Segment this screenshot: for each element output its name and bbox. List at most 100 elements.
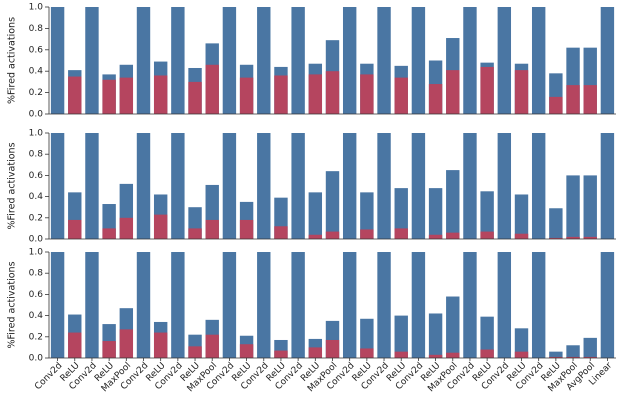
y-tick-label: 0.8 (29, 269, 44, 279)
bar (50, 7, 65, 114)
y-tick-label: 1.0 (29, 129, 44, 139)
bar (549, 208, 563, 239)
y-tick-label: 0.8 (29, 150, 44, 160)
bar (188, 81, 202, 114)
bar (394, 77, 408, 114)
bar (171, 133, 185, 239)
bar (411, 7, 426, 114)
bar (308, 192, 323, 239)
bar (360, 74, 374, 114)
bar (411, 133, 426, 239)
bar (549, 351, 563, 358)
bar (549, 96, 563, 114)
bar (153, 75, 168, 114)
bar (583, 356, 597, 358)
bar (446, 232, 460, 239)
bar (136, 133, 151, 239)
bar (531, 7, 546, 114)
y-tick-label: 0.6 (29, 45, 44, 55)
bar (446, 70, 460, 114)
bar (566, 175, 580, 239)
y-tick-label: 0.4 (29, 67, 44, 77)
bar (257, 252, 271, 358)
y-tick-label: 0.0 (29, 235, 44, 245)
y-tick-label: 1.0 (29, 248, 44, 258)
bar (497, 7, 512, 114)
bar (394, 351, 408, 358)
bar (291, 252, 305, 358)
bar (583, 175, 597, 239)
bar (188, 228, 202, 239)
y-tick-label: 0.6 (29, 290, 44, 300)
bar (394, 228, 408, 239)
bar (68, 332, 82, 358)
bar (205, 334, 219, 358)
y-tick-label: 1.0 (29, 3, 44, 13)
bar (239, 344, 254, 358)
bar (325, 171, 340, 239)
bar (325, 71, 340, 114)
bar (68, 219, 82, 239)
bar (85, 133, 99, 239)
bar (411, 252, 426, 358)
bar (153, 332, 168, 358)
y-axis-label: %Fired activations (7, 261, 18, 348)
bar (497, 252, 512, 358)
bar (274, 226, 288, 239)
y-axis-label: %Fired activations (7, 142, 18, 229)
bar (153, 214, 168, 239)
bar (257, 7, 271, 114)
y-tick-label: 0.8 (29, 24, 44, 34)
bar (222, 133, 237, 239)
bar (463, 7, 477, 114)
bar (102, 228, 116, 239)
bar (600, 133, 615, 239)
bar (600, 252, 615, 358)
bar (274, 75, 288, 114)
bar (102, 79, 116, 114)
bar (394, 188, 408, 239)
bar (428, 84, 443, 114)
bar (274, 350, 288, 358)
bar (325, 231, 340, 239)
bar (360, 318, 374, 358)
bar (463, 252, 477, 358)
bar (222, 7, 237, 114)
y-tick-label: 0.2 (29, 88, 43, 98)
y-tick-label: 0.0 (29, 110, 44, 120)
bar (239, 219, 254, 239)
bar (136, 7, 151, 114)
bar (360, 192, 374, 239)
bar (428, 234, 443, 239)
bar (188, 346, 202, 358)
bar (480, 316, 494, 358)
bar (377, 7, 391, 114)
bar (342, 133, 357, 239)
bar (342, 7, 357, 114)
y-tick-label: 0.2 (29, 213, 43, 223)
bar (446, 352, 460, 358)
bar (446, 296, 460, 358)
bar (205, 64, 219, 114)
bar (428, 354, 443, 358)
bar (136, 252, 151, 358)
bar (171, 7, 185, 114)
bar (308, 74, 323, 114)
bar (583, 85, 597, 114)
bar (514, 194, 529, 239)
y-axis-label: %Fired activations (7, 17, 18, 104)
bar (566, 236, 580, 239)
bar (377, 133, 391, 239)
bar (360, 348, 374, 358)
bar (308, 347, 323, 358)
bar (291, 133, 305, 239)
y-tick-label: 0.6 (29, 171, 44, 181)
bar (514, 70, 529, 114)
bar (480, 231, 494, 239)
bar (446, 170, 460, 239)
bar (600, 7, 615, 114)
bar (531, 252, 546, 358)
bar (119, 217, 134, 239)
bar (480, 349, 494, 358)
bar (342, 252, 357, 358)
